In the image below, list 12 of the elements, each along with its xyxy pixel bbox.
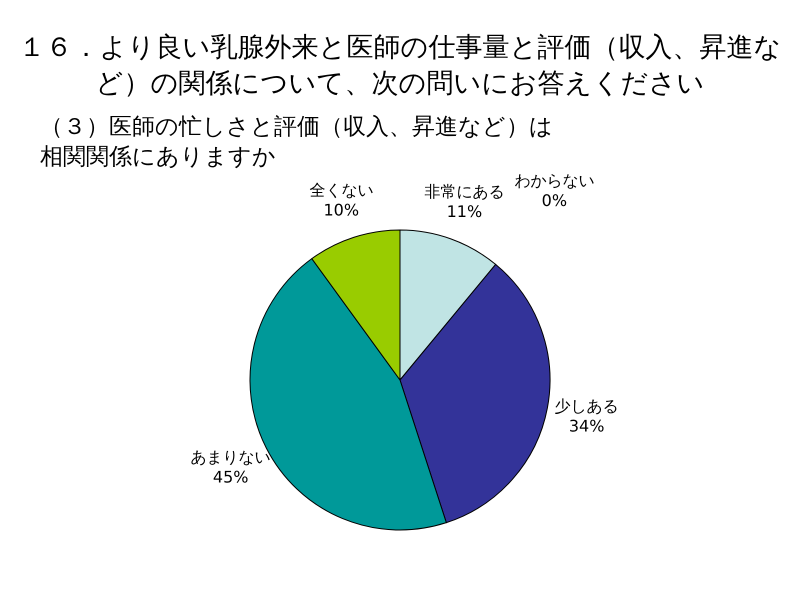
data-label: 10% [324, 200, 360, 220]
slice-label: あまりない [190, 447, 271, 466]
category-label: わからない [514, 171, 594, 190]
chart-title: １６．より良い乳腺外来と医師の仕事量と評価（収入、昇進など）の関係について、次の問いにお答えください [18, 31, 782, 101]
slice-label: 非常にある [424, 182, 504, 202]
chart-subtitle: （３）医師の忙しさと評価（収入、昇進など）は相関関係にありますか [40, 113, 554, 172]
data-label: 11% [446, 202, 482, 222]
slice-label: 全くない [309, 180, 374, 200]
slice-label: 少しある [554, 396, 619, 416]
text: 0% [542, 191, 568, 210]
data-label: 45% [212, 467, 248, 486]
data-label: 34% [568, 416, 604, 436]
